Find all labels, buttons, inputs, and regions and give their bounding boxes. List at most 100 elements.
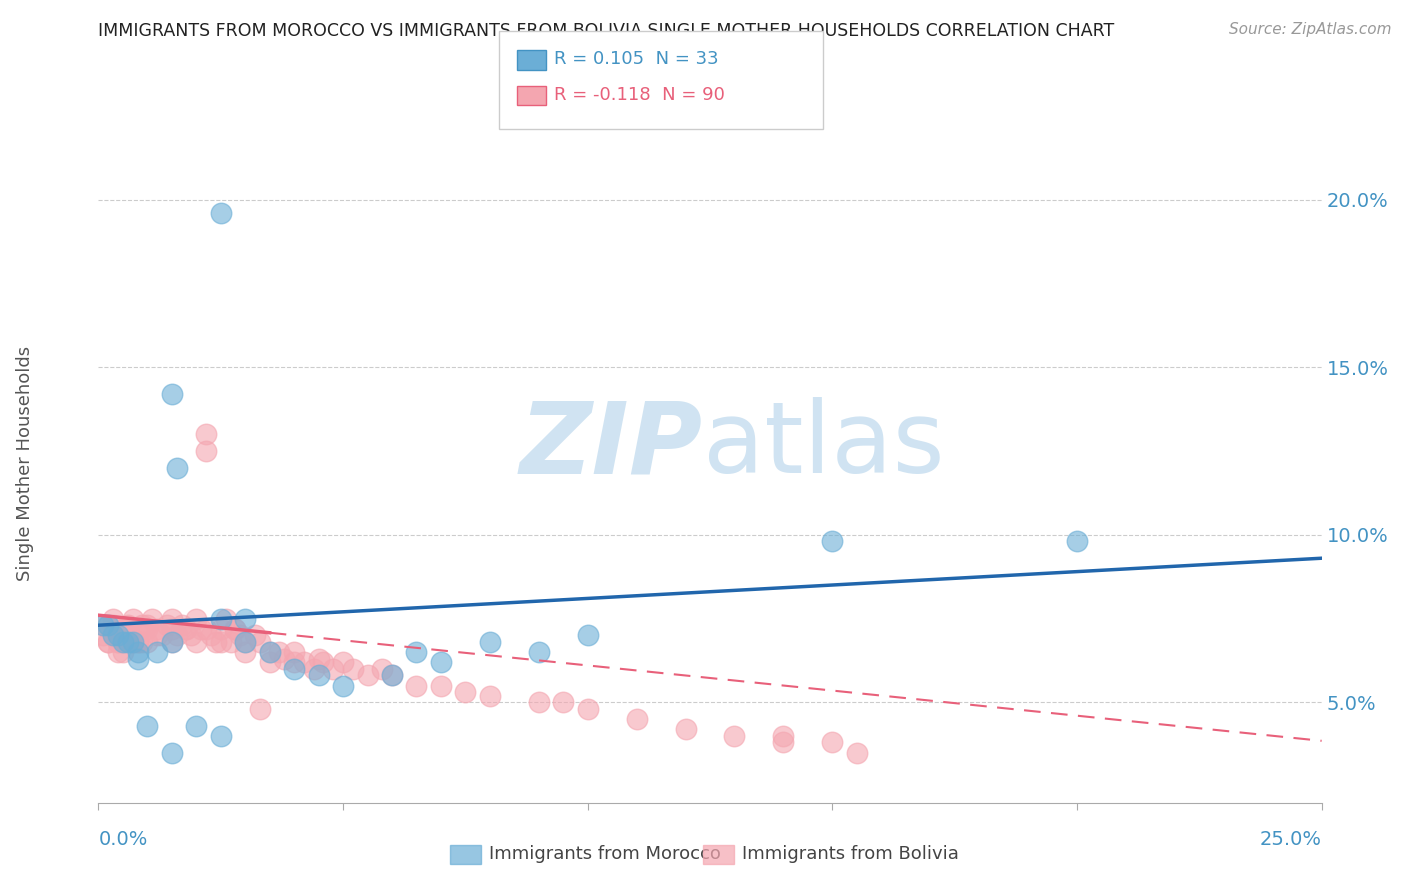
Text: IMMIGRANTS FROM MOROCCO VS IMMIGRANTS FROM BOLIVIA SINGLE MOTHER HOUSEHOLDS CORR: IMMIGRANTS FROM MOROCCO VS IMMIGRANTS FR… <box>98 22 1115 40</box>
Point <box>381 668 404 682</box>
Point <box>322 662 344 676</box>
Point <box>111 622 134 636</box>
Point <box>209 729 232 743</box>
Point <box>121 635 143 649</box>
Point <box>186 611 208 625</box>
Point <box>214 611 236 625</box>
Text: Immigrants from Bolivia: Immigrants from Bolivia <box>742 845 959 863</box>
Point <box>430 655 453 669</box>
Point <box>269 645 291 659</box>
Point <box>97 618 120 632</box>
Point <box>1066 534 1088 549</box>
Point <box>233 635 256 649</box>
Point <box>146 628 169 642</box>
Point <box>821 534 844 549</box>
Point <box>176 622 198 636</box>
Point <box>101 628 124 642</box>
Point <box>150 628 173 642</box>
Point <box>131 618 153 632</box>
Point <box>205 635 228 649</box>
Point <box>107 628 129 642</box>
Point <box>283 662 305 676</box>
Point <box>127 635 149 649</box>
Point <box>478 635 501 649</box>
Point <box>195 622 218 636</box>
Point <box>190 622 212 636</box>
Point <box>430 679 453 693</box>
Point <box>91 618 114 632</box>
Point <box>821 735 844 749</box>
Point <box>478 689 501 703</box>
Point <box>845 746 868 760</box>
Text: R = 0.105  N = 33: R = 0.105 N = 33 <box>554 50 718 68</box>
Point <box>249 635 271 649</box>
Point <box>405 645 427 659</box>
Point <box>141 611 163 625</box>
Point <box>176 622 198 636</box>
Point <box>233 635 256 649</box>
Point <box>160 635 183 649</box>
Point <box>186 719 208 733</box>
Point <box>91 628 114 642</box>
Point <box>209 611 232 625</box>
Point <box>111 635 134 649</box>
Point <box>127 635 149 649</box>
Point <box>101 628 124 642</box>
Point <box>136 719 159 733</box>
Text: R = -0.118  N = 90: R = -0.118 N = 90 <box>554 86 725 103</box>
Point <box>111 645 134 659</box>
Text: atlas: atlas <box>703 398 945 494</box>
Point <box>259 645 281 659</box>
Point <box>136 622 159 636</box>
Point <box>772 729 794 743</box>
Point <box>127 622 149 636</box>
Point <box>292 655 315 669</box>
Point <box>723 729 745 743</box>
Point <box>160 611 183 625</box>
Point <box>209 635 232 649</box>
Point <box>356 668 378 682</box>
Point <box>233 645 256 659</box>
Point <box>283 645 305 659</box>
Point <box>405 679 427 693</box>
Point <box>259 645 281 659</box>
Point <box>576 702 599 716</box>
Point <box>200 628 222 642</box>
Point <box>283 655 305 669</box>
Point <box>342 662 364 676</box>
Point <box>527 645 550 659</box>
Point <box>117 635 139 649</box>
Point <box>195 427 218 442</box>
Point <box>332 655 354 669</box>
Point <box>107 635 129 649</box>
Point <box>146 645 169 659</box>
Point <box>308 668 330 682</box>
Text: Immigrants from Morocco: Immigrants from Morocco <box>489 845 721 863</box>
Point <box>107 645 129 659</box>
Point <box>160 622 183 636</box>
Point <box>626 712 648 726</box>
Point <box>576 628 599 642</box>
Text: 0.0%: 0.0% <box>98 830 148 848</box>
Point <box>312 655 335 669</box>
Point <box>107 635 129 649</box>
Point <box>97 635 120 649</box>
Point <box>131 635 153 649</box>
Text: Single Mother Households: Single Mother Households <box>17 346 34 582</box>
Point <box>454 685 477 699</box>
Point <box>121 635 143 649</box>
Point <box>209 622 232 636</box>
Point <box>224 622 246 636</box>
Point <box>527 695 550 709</box>
Point <box>772 735 794 749</box>
Point <box>91 618 114 632</box>
Point <box>381 668 404 682</box>
Point <box>166 460 188 475</box>
Point <box>233 611 256 625</box>
Point <box>136 635 159 649</box>
Point <box>97 618 120 632</box>
Point <box>249 702 271 716</box>
Point <box>170 618 193 632</box>
Text: Source: ZipAtlas.com: Source: ZipAtlas.com <box>1229 22 1392 37</box>
Point <box>675 722 697 736</box>
